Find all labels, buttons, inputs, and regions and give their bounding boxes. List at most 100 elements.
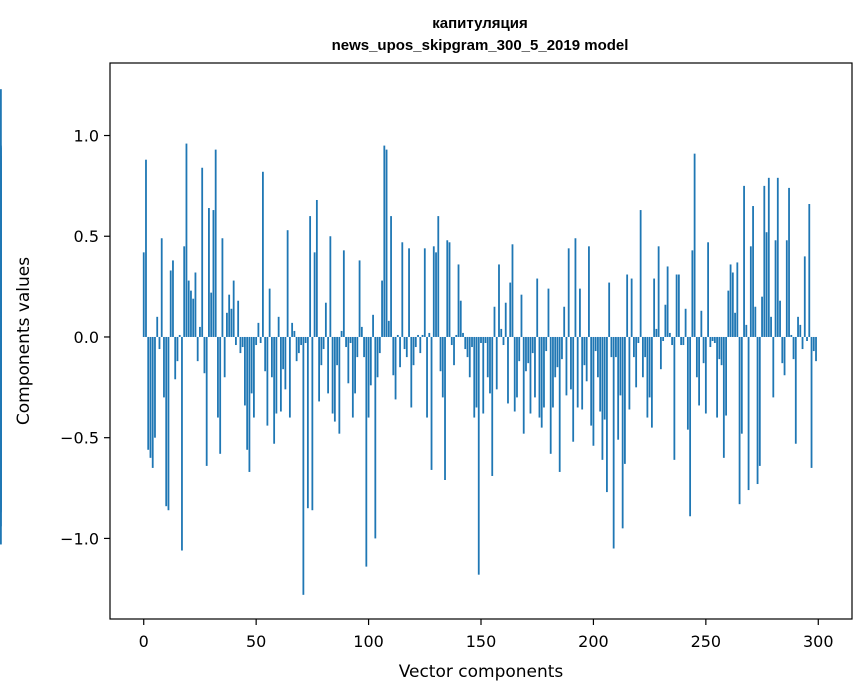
bar (567, 248, 570, 337)
bar (167, 336, 170, 511)
bar (250, 336, 253, 394)
bar (677, 274, 680, 337)
bar (239, 336, 242, 354)
bar (626, 274, 629, 337)
bar (668, 332, 671, 337)
y-tick-label: −0.5 (60, 429, 99, 448)
bar (718, 336, 721, 360)
bar (244, 336, 246, 406)
bar (181, 336, 183, 551)
bar (387, 320, 390, 337)
bar (444, 336, 446, 480)
bar (531, 336, 534, 354)
bar (288, 336, 291, 418)
bar (536, 278, 539, 337)
bar (747, 336, 750, 491)
bar (432, 246, 435, 337)
bar (466, 336, 469, 358)
bar (331, 336, 334, 414)
bar (381, 280, 383, 337)
bar (522, 336, 525, 434)
x-tick-label: 0 (139, 632, 149, 651)
bar (525, 336, 527, 372)
bar (212, 210, 215, 337)
bar (232, 280, 235, 337)
bar (273, 336, 276, 444)
y-tick-label: 0.5 (74, 227, 99, 246)
bar (358, 260, 361, 337)
bar (509, 282, 512, 337)
bar (552, 336, 554, 408)
bar (619, 336, 622, 396)
bar (313, 252, 316, 337)
y-axis-ticks: −1.0 −0.5 0.0 0.5 1.0 (60, 127, 110, 548)
bar (743, 185, 745, 337)
bar (302, 336, 305, 595)
bar (545, 336, 548, 352)
bar (659, 336, 662, 370)
bar (169, 270, 172, 337)
bar (689, 336, 692, 517)
bar (201, 167, 204, 337)
bar (815, 336, 817, 362)
bar (763, 185, 766, 337)
bar (345, 336, 347, 348)
bar (241, 336, 244, 348)
bar (405, 336, 408, 358)
bar (756, 336, 759, 485)
x-tick-label: 100 (353, 632, 384, 651)
bar (174, 336, 177, 380)
bar (695, 336, 698, 378)
bar (731, 272, 734, 337)
bar (686, 336, 689, 430)
bar (356, 336, 359, 358)
bar (399, 336, 401, 368)
bar (205, 336, 208, 466)
bar (794, 336, 797, 444)
bar (203, 336, 206, 374)
bar (761, 296, 763, 337)
bar (163, 336, 165, 398)
bar (426, 336, 428, 418)
bar (673, 336, 676, 460)
bar (527, 336, 530, 364)
bar (630, 278, 633, 337)
bar (430, 336, 433, 470)
bar (606, 336, 608, 493)
bar (230, 308, 233, 337)
bar (704, 336, 707, 414)
bar (311, 336, 314, 511)
y-tick-label: 1.0 (74, 127, 99, 146)
bar (588, 246, 590, 337)
bar (812, 336, 815, 352)
bar (441, 336, 444, 398)
bar (495, 336, 498, 390)
bar (713, 336, 716, 344)
bar (315, 199, 318, 337)
bar (736, 262, 739, 337)
bar (772, 336, 775, 398)
bar (655, 328, 658, 337)
bar (635, 336, 638, 388)
bar (565, 336, 568, 396)
x-tick-label: 200 (578, 632, 609, 651)
bar (767, 177, 770, 337)
bar (601, 336, 604, 460)
bar (336, 336, 338, 366)
bar (543, 336, 545, 408)
bar (158, 336, 161, 350)
bar (394, 336, 397, 400)
bar (262, 171, 264, 337)
bar (664, 304, 667, 337)
bar (192, 298, 195, 337)
bar (421, 334, 424, 337)
bar (165, 336, 168, 507)
bar (752, 206, 754, 337)
bar (725, 336, 727, 416)
bar (653, 278, 656, 337)
bar (641, 336, 644, 378)
bar (448, 242, 451, 337)
bar (734, 312, 736, 337)
bar (333, 336, 336, 422)
chart-subtitle: news_upos_skipgram_300_5_2019 model (332, 37, 629, 54)
